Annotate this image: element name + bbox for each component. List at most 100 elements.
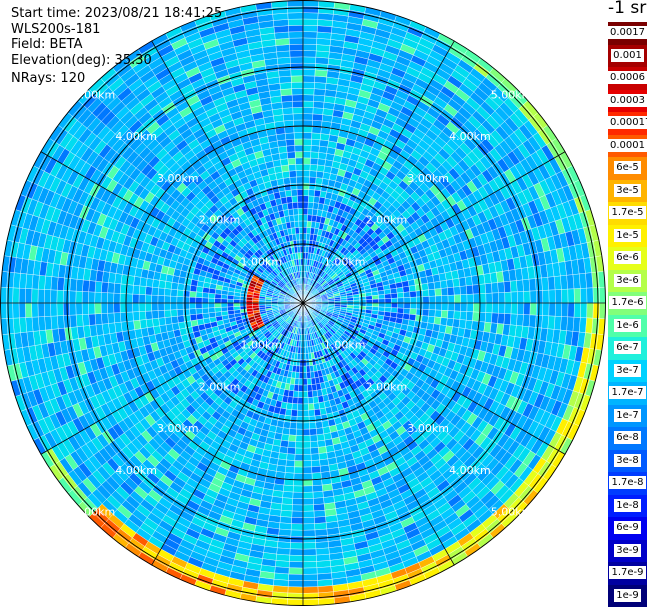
ppi-cell: [302, 447, 312, 455]
ppi-cell: [151, 310, 159, 320]
ppi-cell: [497, 313, 505, 325]
ppi-cell: [220, 302, 228, 308]
ppi-cell: [440, 287, 449, 296]
ppi-cell: [221, 310, 229, 317]
ppi-cell: [285, 459, 295, 468]
ppi-cell: [439, 317, 448, 326]
ppi-cell: [536, 290, 544, 304]
ppi-cell: [302, 75, 316, 83]
ppi-cell: [275, 560, 290, 568]
ppi-cell: [284, 472, 295, 480]
ppi-cell: [12, 287, 20, 304]
ppi-cell: [50, 315, 59, 330]
ppi-cell: [460, 294, 468, 304]
ppi-cell: [292, 498, 304, 506]
ppi-cell: [427, 282, 436, 290]
ppi-cell: [176, 296, 184, 304]
ppi-cell: [302, 195, 309, 203]
ppi-cell: [306, 365, 311, 373]
ppi-cell: [302, 378, 308, 386]
ppi-cell: [313, 88, 326, 97]
ppi-cell: [302, 81, 315, 89]
ppi-cell: [311, 383, 318, 392]
ppi-cell: [132, 293, 140, 304]
ppi-cell: [498, 302, 506, 314]
ppi-cell: [75, 314, 84, 327]
ppi-cell: [183, 284, 191, 292]
ppi-cell: [12, 302, 20, 319]
ppi-cell: [88, 302, 96, 315]
ppi-cell: [107, 282, 115, 294]
ppi-cell: [433, 281, 442, 290]
ppi-cell: [44, 275, 53, 290]
ppi-cell: [302, 491, 314, 499]
ppi-cell: [157, 302, 165, 311]
ppi-cell: [307, 201, 314, 210]
ppi-cell: [302, 119, 313, 127]
ppi-cell: [313, 402, 320, 410]
ppi-cell: [297, 397, 304, 405]
ppi-cell: [365, 299, 373, 304]
ppi-cell: [138, 302, 146, 312]
ppi-cell: [126, 311, 134, 322]
ppi-cell: [377, 289, 385, 296]
ppi-cell: [302, 416, 310, 424]
ppi-cell: [298, 372, 304, 379]
ppi-cell: [503, 281, 512, 293]
ppi-cell: [403, 297, 411, 304]
ppi-cell: [280, 509, 293, 518]
ppi-cell: [353, 299, 360, 304]
ppi-cell: [315, 541, 329, 550]
ppi-cell: [314, 516, 327, 524]
ppi-cell: [466, 311, 474, 322]
ppi-cell: [307, 214, 313, 222]
ppi-cell: [291, 403, 298, 411]
ppi-cell: [220, 298, 228, 304]
ppi-cell: [311, 132, 322, 140]
ppi-cell: [403, 291, 411, 298]
ppi-cell: [288, 428, 297, 436]
ppi-cell: [302, 88, 315, 96]
ppi-cell: [282, 491, 294, 499]
ppi-cell: [62, 290, 70, 304]
ppi-cell: [302, 504, 315, 512]
ppi-cell: [317, 152, 327, 160]
ppi-cell: [313, 101, 325, 109]
ppi-cell: [522, 314, 531, 327]
ppi-cell: [302, 554, 317, 562]
ppi-cell: [56, 302, 64, 317]
ppi-cell: [82, 279, 90, 292]
ppi-cell: [302, 227, 308, 234]
ppi-cell: [466, 302, 474, 313]
ppi-cell: [529, 302, 537, 316]
ppi-cell: [176, 302, 184, 310]
ppi-cell: [313, 94, 325, 103]
ppi-cell: [446, 317, 454, 327]
ppi-cell: [113, 283, 122, 294]
ppi-cell: [302, 359, 307, 367]
ppi-cell: [284, 415, 292, 423]
ppi-cell: [409, 290, 417, 298]
ppi-cell: [560, 316, 568, 331]
ppi-cell: [516, 314, 524, 327]
ppi-cell: [316, 427, 324, 436]
ppi-cell: [176, 289, 184, 297]
ppi-cell: [359, 296, 367, 301]
ppi-cell: [132, 284, 140, 295]
ppi-cell: [553, 316, 562, 331]
ppi-cell: [302, 391, 309, 398]
ppi-cell: [473, 293, 480, 304]
ppi-cell: [302, 422, 310, 430]
ppi-cell: [472, 284, 480, 295]
ppi-cell: [145, 318, 154, 328]
ppi-cell: [287, 586, 304, 594]
ppi-cell: [307, 390, 314, 398]
ppi-cell: [428, 295, 436, 304]
ppi-cell: [38, 275, 46, 290]
ppi-cell: [94, 313, 103, 325]
ppi-cell: [195, 297, 203, 304]
ppi-cell: [434, 309, 442, 318]
ppi-cell: [523, 302, 531, 316]
ppi-cell: [94, 291, 102, 304]
ppi-cell: [302, 100, 314, 108]
